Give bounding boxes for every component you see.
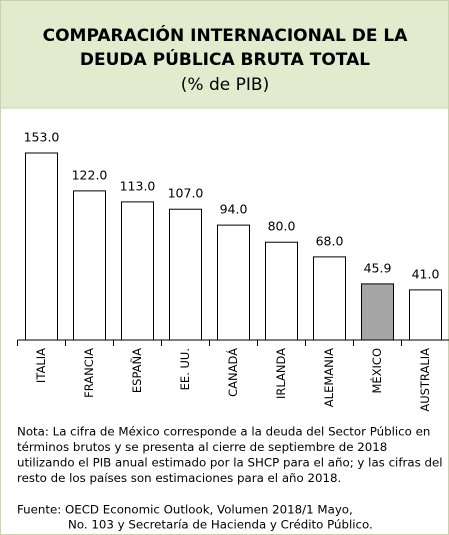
x-tick-label: IRLANDA	[274, 348, 288, 399]
chart-subtitle: (% de PIB)	[181, 75, 269, 95]
bar	[73, 190, 106, 341]
value-label: 41.0	[412, 266, 440, 281]
bar	[361, 283, 394, 341]
x-tick-label: AUSTRALIA	[418, 348, 432, 412]
note: términos brutos y se presenta al cierre …	[17, 440, 387, 454]
chart-title: COMPARACIÓN INTERNACIONAL DE LA	[43, 24, 409, 46]
note: Nota: La cifra de México corresponde a l…	[17, 425, 430, 439]
x-tick-label: ALEMANIA	[322, 348, 336, 407]
x-tick-label: ITALIA	[34, 348, 48, 383]
source: Fuente: OECD Economic Outlook, Volumen 2…	[17, 503, 353, 517]
note: resto de los países son estimaciones par…	[17, 471, 341, 485]
source: No. 103 y Secretaría de Hacienda y Crédi…	[68, 518, 373, 532]
bar	[121, 201, 154, 341]
value-label: 45.9	[364, 260, 392, 275]
x-tick-label: EE. UU.	[178, 348, 192, 390]
chart-title: DEUDA PÚBLICA BRUTA TOTAL	[80, 48, 370, 70]
value-label: 107.0	[168, 186, 204, 201]
bar	[313, 256, 346, 341]
bar	[169, 208, 202, 341]
value-label: 80.0	[268, 219, 296, 234]
bar	[409, 289, 442, 341]
x-tick-label: CANADÁ	[225, 348, 240, 397]
value-label: 68.0	[316, 233, 344, 248]
x-tick-label: FRANCIA	[82, 348, 96, 398]
note: utilizando el PIB anual estimado por la …	[17, 456, 442, 470]
bar	[217, 224, 250, 341]
value-label: 122.0	[72, 167, 108, 182]
bar	[265, 241, 298, 341]
x-tick-label: MÉXICO	[369, 348, 384, 394]
bar	[25, 152, 58, 341]
x-tick-label: ESPAÑA	[129, 348, 144, 393]
title-band	[0, 0, 449, 108]
value-label: 94.0	[220, 202, 248, 217]
value-label: 153.0	[24, 130, 60, 145]
value-label: 113.0	[120, 178, 156, 193]
